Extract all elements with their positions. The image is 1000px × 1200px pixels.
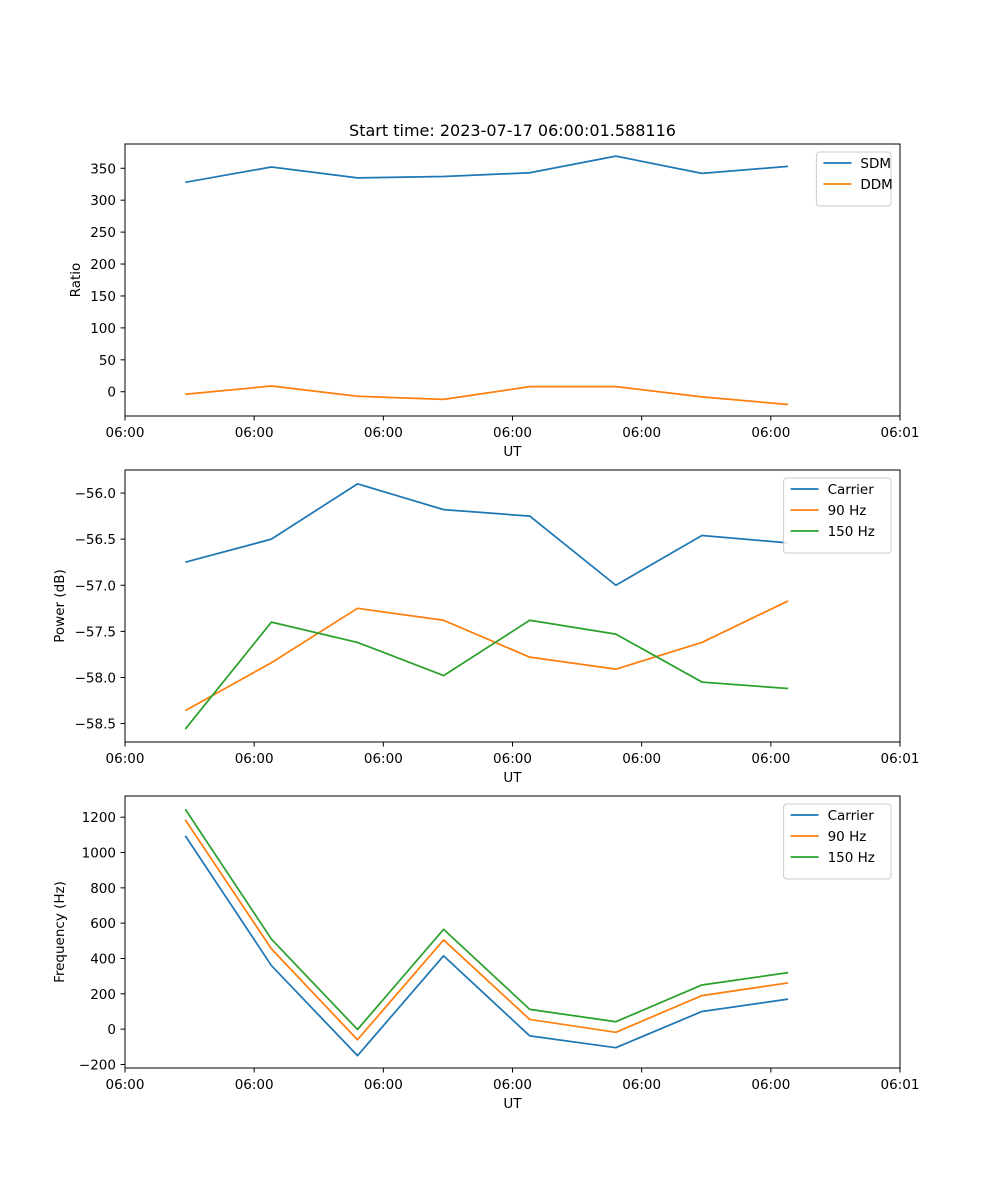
legend-box bbox=[815, 151, 892, 207]
y-axis-label: Ratio bbox=[68, 263, 84, 298]
x-axis-label: UT bbox=[503, 770, 522, 786]
y-tick-label: 800 bbox=[90, 881, 116, 897]
y-axis-label: Frequency (Hz) bbox=[52, 881, 68, 983]
x-tick-label: 06:00 bbox=[235, 1077, 274, 1093]
x-tick-label: 06:00 bbox=[493, 751, 532, 767]
x-tick-label: 06:00 bbox=[493, 1077, 532, 1093]
legend: SDM DDM bbox=[815, 151, 893, 207]
x-tick-label: 06:00 bbox=[751, 425, 790, 441]
y-tick-label: 100 bbox=[90, 321, 116, 337]
plots-container: 06:00 06:00 06:00 06:00 06:00 06:00 06:01 0 50 10… bbox=[52, 143, 920, 1112]
y-tick-label: 600 bbox=[90, 916, 116, 932]
x-tick-label: 06:00 bbox=[622, 425, 661, 441]
x-tick-label: 06:00 bbox=[106, 425, 145, 441]
y-tick-label: 200 bbox=[90, 987, 116, 1003]
x-tick-label: 06:00 bbox=[106, 1077, 145, 1093]
series-line-carrier bbox=[185, 482, 789, 587]
series-line-90-hz bbox=[184, 819, 789, 1041]
x-tick-label: 06:00 bbox=[364, 751, 403, 767]
y-axis-label: Power (dB) bbox=[52, 569, 68, 642]
x-tick-label: 06:00 bbox=[364, 425, 403, 441]
y-tick-label: 1000 bbox=[82, 846, 116, 862]
y-tick-label: 50 bbox=[99, 353, 116, 369]
y-tick-label: 0 bbox=[107, 385, 116, 401]
x-tick-label: 06:00 bbox=[622, 1077, 661, 1093]
y-tick-label: 1200 bbox=[82, 810, 116, 826]
x-axis-label: UT bbox=[503, 1096, 522, 1112]
subplot-3: 06:00 06:00 06:00 06:00 06:00 06:00 06:01 −200 0… bbox=[52, 795, 920, 1112]
x-tick-label: 06:00 bbox=[622, 751, 661, 767]
x-tick-label: 06:00 bbox=[751, 751, 790, 767]
y-tick-label: 150 bbox=[90, 289, 116, 305]
y-tick-label: 250 bbox=[90, 225, 116, 241]
series-line-150-hz bbox=[184, 808, 789, 1031]
x-tick-label: 06:01 bbox=[881, 751, 920, 767]
legend-label: Carrier bbox=[828, 808, 875, 824]
figure-title: Start time: 2023-07-17 06:00:01.588116 bbox=[349, 121, 676, 140]
legend-box bbox=[783, 803, 892, 880]
x-tick-label: 06:00 bbox=[235, 751, 274, 767]
y-tick-label: −57.5 bbox=[75, 624, 116, 640]
series-line-sdm bbox=[185, 155, 789, 184]
subplot-2: 06:00 06:00 06:00 06:00 06:00 06:00 06:01 −58.5… bbox=[52, 469, 920, 786]
y-tick-label: 300 bbox=[90, 193, 116, 209]
series-line-carrier bbox=[184, 835, 789, 1057]
legend-label: 90 Hz bbox=[828, 503, 867, 519]
x-tick-label: 06:00 bbox=[106, 751, 145, 767]
series-line-150-hz bbox=[184, 619, 789, 730]
x-tick-label: 06:00 bbox=[235, 425, 274, 441]
y-tick-label: −57.0 bbox=[75, 578, 116, 594]
legend-box bbox=[783, 477, 892, 554]
legend: Carrier 90 Hz 150 Hz bbox=[783, 477, 892, 554]
y-tick-label: −56.5 bbox=[75, 532, 116, 548]
y-tick-label: 200 bbox=[90, 257, 116, 273]
y-tick-label: 0 bbox=[107, 1022, 116, 1038]
y-tick-label: 350 bbox=[90, 161, 116, 177]
legend-label: 150 Hz bbox=[828, 524, 875, 540]
legend-label: 150 Hz bbox=[828, 850, 875, 866]
legend-label: 90 Hz bbox=[828, 829, 867, 845]
y-tick-label: −58.0 bbox=[75, 670, 116, 686]
legend-label: DDM bbox=[860, 177, 892, 193]
x-tick-label: 06:01 bbox=[881, 425, 920, 441]
x-tick-label: 06:00 bbox=[751, 1077, 790, 1093]
legend: Carrier 90 Hz 150 Hz bbox=[783, 803, 892, 880]
x-tick-label: 06:01 bbox=[881, 1077, 920, 1093]
series-line-ddm bbox=[185, 385, 789, 406]
x-tick-label: 06:00 bbox=[364, 1077, 403, 1093]
x-axis-label: UT bbox=[503, 444, 522, 460]
legend-label: SDM bbox=[860, 156, 891, 172]
y-tick-label: −200 bbox=[79, 1057, 116, 1073]
x-tick-label: 06:00 bbox=[493, 425, 532, 441]
y-tick-label: −56.0 bbox=[75, 486, 116, 502]
y-tick-label: 400 bbox=[90, 951, 116, 967]
series-line-90-hz bbox=[184, 600, 789, 712]
y-tick-label: −58.5 bbox=[75, 717, 116, 733]
legend-label: Carrier bbox=[828, 482, 875, 498]
subplot-1: 06:00 06:00 06:00 06:00 06:00 06:00 06:01 0 50 10… bbox=[68, 143, 920, 460]
